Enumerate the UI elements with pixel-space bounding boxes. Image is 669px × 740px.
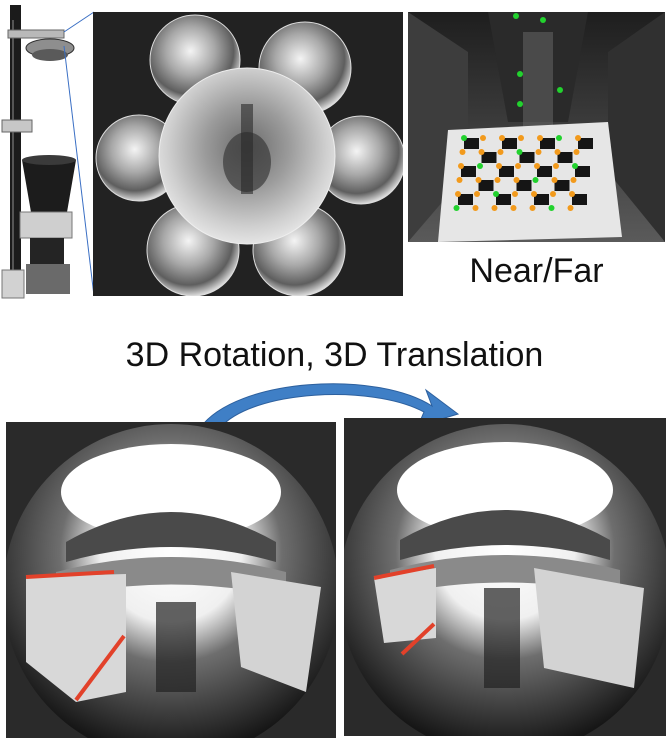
feature-point xyxy=(537,135,543,141)
checker-square xyxy=(496,194,511,205)
checker-square xyxy=(481,152,497,163)
feature-point xyxy=(474,191,480,197)
feature-point xyxy=(572,163,578,169)
feature-point xyxy=(550,191,556,197)
feature-point xyxy=(531,191,537,197)
feature-point xyxy=(472,205,479,211)
checker-square xyxy=(578,138,593,149)
feature-point xyxy=(535,149,542,155)
feature-point xyxy=(513,13,519,19)
fisheye-view-right xyxy=(344,418,666,736)
feature-point xyxy=(515,163,521,169)
feature-point xyxy=(534,163,540,169)
transform-label: 3D Rotation, 3D Translation xyxy=(125,336,544,374)
feature-point xyxy=(497,149,504,155)
feature-point xyxy=(567,205,574,211)
feature-point xyxy=(458,163,464,169)
feature-point xyxy=(478,149,485,155)
checker-square xyxy=(519,152,535,163)
feature-point xyxy=(554,149,561,155)
feature-point xyxy=(499,135,505,141)
mirror-array-photo xyxy=(93,12,403,296)
checker-square xyxy=(534,194,549,205)
feature-point xyxy=(493,191,499,197)
checkerboard-squares xyxy=(458,138,593,205)
checker-square xyxy=(572,194,587,205)
feature-point xyxy=(456,177,463,183)
checker-square xyxy=(499,166,514,177)
feature-point xyxy=(553,163,559,169)
feature-point xyxy=(491,205,498,211)
feature-point xyxy=(475,177,482,183)
fisheye-view-left xyxy=(6,422,336,738)
feature-point xyxy=(529,205,536,211)
feature-point xyxy=(557,87,563,93)
rotation-arrow-icon xyxy=(199,383,460,429)
feature-point xyxy=(494,177,501,183)
feature-point xyxy=(540,17,546,23)
feature-point xyxy=(548,205,555,211)
feature-point xyxy=(575,135,581,141)
feature-point xyxy=(461,135,467,141)
feature-point xyxy=(496,163,502,169)
checker-square xyxy=(554,180,570,191)
feature-point xyxy=(570,177,577,183)
feature-point xyxy=(569,191,575,197)
checker-square xyxy=(575,166,590,177)
checker-square xyxy=(458,194,473,205)
feature-points xyxy=(453,13,581,211)
feature-point xyxy=(516,149,523,155)
leader-lines xyxy=(63,11,95,297)
feature-point xyxy=(556,135,562,141)
feature-point xyxy=(459,149,466,155)
checkerboard-feature-photo xyxy=(408,12,665,242)
checker-square xyxy=(502,138,517,149)
feature-point xyxy=(477,163,483,169)
feature-point xyxy=(551,177,558,183)
feature-point xyxy=(517,101,523,107)
feature-point xyxy=(532,177,539,183)
feature-point xyxy=(573,149,580,155)
checker-square xyxy=(537,166,552,177)
checker-square xyxy=(557,152,573,163)
checker-square xyxy=(478,180,494,191)
feature-point xyxy=(480,135,486,141)
feature-point xyxy=(512,191,518,197)
feature-point xyxy=(513,177,520,183)
checker-square xyxy=(516,180,532,191)
checker-square xyxy=(464,138,479,149)
feature-point xyxy=(453,205,460,211)
near-far-label: Near/Far xyxy=(469,252,604,290)
feature-point xyxy=(455,191,461,197)
feature-point xyxy=(510,205,517,211)
feature-point xyxy=(517,71,523,77)
checker-square xyxy=(461,166,476,177)
feature-point xyxy=(518,135,524,141)
checker-square xyxy=(540,138,555,149)
